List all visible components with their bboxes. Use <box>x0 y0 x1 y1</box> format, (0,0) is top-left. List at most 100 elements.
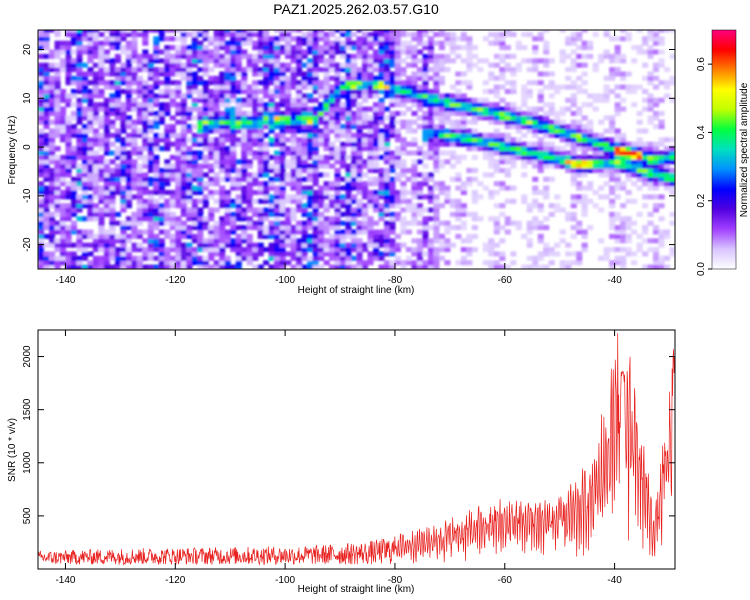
spectrogram-cell <box>235 194 242 200</box>
spectrogram-cell <box>373 190 380 195</box>
spectrogram-cell <box>307 84 314 90</box>
spectrogram-cell <box>647 247 654 253</box>
spectrogram-cell <box>213 233 220 239</box>
spectrogram-cell <box>186 194 193 200</box>
y-tick-label: 2000 <box>22 345 33 368</box>
spectrogram-cell <box>290 141 297 147</box>
spectrogram-cell <box>664 168 671 173</box>
spectrogram-cell <box>169 45 176 51</box>
spectrogram-cell <box>356 75 363 81</box>
spectrogram-cell <box>54 97 61 103</box>
spectrogram-cell <box>98 141 105 147</box>
spectrogram-cell <box>400 150 407 156</box>
spectrogram-cell <box>268 119 275 125</box>
spectrogram-cell <box>565 75 572 81</box>
spectrogram-cell <box>257 36 264 42</box>
spectrogram-cell <box>180 242 187 248</box>
spectrogram-cell <box>433 128 440 134</box>
spectrogram-cell <box>427 89 434 94</box>
spectrogram-cell <box>405 93 412 99</box>
spectrogram-cell <box>351 238 358 244</box>
spectrogram-cell <box>208 124 215 130</box>
spectrogram-cell <box>230 185 237 191</box>
spectrogram-cell <box>103 255 110 261</box>
spectrogram-cell <box>521 89 528 94</box>
spectrogram-cell <box>252 220 259 226</box>
spectrogram-cell <box>49 106 56 112</box>
spectrogram-cell <box>169 198 176 204</box>
spectrogram-cell <box>488 154 495 160</box>
spectrogram-cell <box>532 115 539 121</box>
spectrogram-cell <box>103 260 110 266</box>
spectrogram-cell <box>252 80 259 86</box>
spectrogram-cell <box>504 185 511 191</box>
spectrogram-cell <box>114 137 121 143</box>
spectrogram-cell <box>466 106 473 112</box>
spectrogram-cell <box>268 229 275 235</box>
spectrogram-cell <box>521 150 528 156</box>
spectrogram-cell <box>658 137 665 143</box>
spectrogram-cell <box>114 67 121 73</box>
spectrogram-cell <box>92 102 99 108</box>
spectrogram-cell <box>438 163 445 169</box>
spectrogram-cell <box>224 137 231 143</box>
spectrogram-cell <box>351 67 358 73</box>
spectrogram-cell <box>180 190 187 195</box>
spectrogram-cell <box>664 159 671 165</box>
spectrogram-cell <box>581 71 588 77</box>
spectrogram-cell <box>164 247 171 253</box>
spectrogram-cell <box>466 233 473 239</box>
spectrogram-cell <box>653 32 660 37</box>
spectrogram-cell <box>70 260 77 266</box>
spectrogram-cell <box>202 216 209 222</box>
spectrogram-cell <box>241 255 248 261</box>
spectrogram-cell <box>235 168 242 173</box>
spectrogram-cell <box>356 203 363 209</box>
spectrogram-cell <box>664 150 671 156</box>
spectrogram-cell <box>169 242 176 248</box>
spectrogram-cell <box>521 163 528 169</box>
spectrogram-cell <box>548 141 555 147</box>
spectrogram-cell <box>197 141 204 147</box>
spectrogram-cell <box>587 159 594 165</box>
spectrogram-cell <box>290 216 297 222</box>
spectrogram-cell <box>219 141 226 147</box>
spectrogram-cell <box>581 163 588 169</box>
spectrogram-cell <box>362 111 369 116</box>
spectrogram-cell <box>570 40 577 46</box>
spectrogram-cell <box>631 154 638 160</box>
spectrogram-cell <box>180 45 187 51</box>
spectrogram-cell <box>559 53 566 59</box>
spectrogram-cell <box>136 229 143 235</box>
spectrogram-cell <box>416 75 423 81</box>
spectrogram-cell <box>224 75 231 81</box>
spectrogram-cell <box>400 71 407 77</box>
spectrogram-cell <box>367 58 374 64</box>
spectrogram-cell <box>433 251 440 257</box>
spectrogram-cell <box>98 211 105 217</box>
spectrogram-cell <box>427 216 434 222</box>
spectrogram-cell <box>81 203 88 209</box>
spectrogram-cell <box>60 132 67 138</box>
spectrogram-cell <box>230 132 237 138</box>
spectrogram-cell <box>109 141 116 147</box>
spectrogram-cell <box>356 220 363 226</box>
spectrogram-cell <box>329 225 336 231</box>
spectrogram-cell <box>235 181 242 187</box>
spectrogram-cell <box>642 168 649 173</box>
spectrogram-cell <box>411 45 418 51</box>
spectrogram-cell <box>471 216 478 222</box>
spectrogram-cell <box>543 62 550 68</box>
spectrogram-cell <box>444 102 451 108</box>
spectrogram-cell <box>191 225 198 231</box>
spectrogram-cell <box>103 36 110 42</box>
spectrogram-cell <box>263 146 270 152</box>
spectrogram-cell <box>114 264 121 269</box>
spectrogram-cell <box>38 30 45 33</box>
spectrogram-cell <box>471 247 478 253</box>
spectrogram-cell <box>98 49 105 55</box>
spectrogram-cell <box>620 97 627 103</box>
spectrogram-cell <box>345 30 352 33</box>
spectrogram-cell <box>460 185 467 191</box>
spectrogram-cell <box>142 89 149 94</box>
